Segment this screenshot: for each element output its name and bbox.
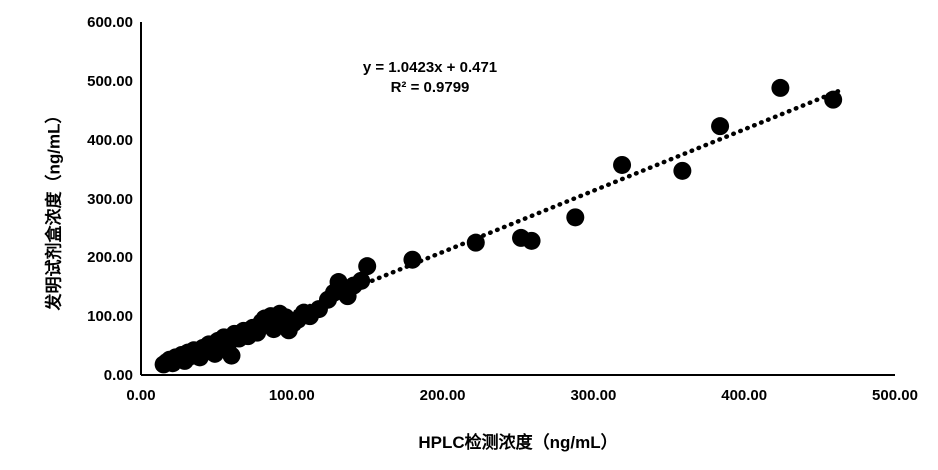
data-point xyxy=(522,231,541,250)
r-squared-value: R² = 0.9799 xyxy=(390,79,470,97)
data-point xyxy=(771,78,790,97)
data-point xyxy=(824,90,843,109)
y-axis-tick-label: 100.00 xyxy=(87,308,133,326)
data-point xyxy=(358,257,377,276)
data-point xyxy=(403,250,422,269)
data-point xyxy=(566,208,585,227)
data-point xyxy=(466,233,485,252)
x-axis-tick-label: 500.00 xyxy=(872,387,918,404)
regression-equation: y = 1.0423x + 0.471 xyxy=(362,59,498,76)
y-axis-tick-label: 600.00 xyxy=(87,14,133,31)
x-axis-tick-label: 300.00 xyxy=(570,387,617,404)
data-point xyxy=(673,161,692,180)
x-axis-tick-label: 0.00 xyxy=(126,387,156,404)
y-axis-tick-label: 500.00 xyxy=(87,72,133,90)
y-axis-tick-label: 200.00 xyxy=(87,249,133,267)
data-points xyxy=(154,78,843,374)
trendline-annotation: y = 1.0423x + 0.471 R² = 0.9799 xyxy=(330,58,530,99)
axis-lines xyxy=(140,22,895,376)
y-axis-tick-label: 0.00 xyxy=(103,367,133,384)
x-axis-title: HPLC检测浓度（ng/mL） xyxy=(418,433,618,452)
data-point xyxy=(352,271,371,290)
x-axis-tick-label: 400.00 xyxy=(721,387,768,404)
data-point xyxy=(222,346,241,365)
y-axis-tick-label: 400.00 xyxy=(87,131,133,149)
x-axis-tick-label: 200.00 xyxy=(419,387,466,404)
x-axis-tick-label: 100.00 xyxy=(268,387,315,404)
y-axis-tick-label: 300.00 xyxy=(87,190,133,208)
data-point xyxy=(613,155,632,174)
data-point xyxy=(711,117,730,136)
